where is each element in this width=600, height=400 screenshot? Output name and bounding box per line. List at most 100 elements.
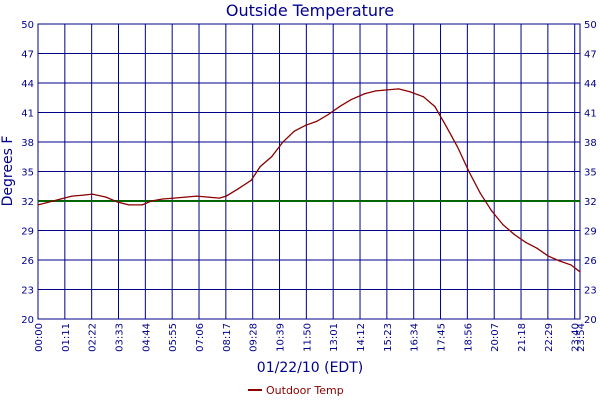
data-point [184,196,186,198]
x-tick-label: 09:28 [249,323,260,352]
data-point [225,195,227,197]
data-point [536,247,538,249]
y-tick-label: 35 [21,168,34,179]
data-point [282,141,284,143]
data-point [491,210,493,212]
y-tick-label-right: 41 [584,109,597,120]
x-tick-label: 15:23 [383,323,394,352]
y-tick-label: 23 [21,286,34,297]
y-tick-label-right: 50 [584,20,597,31]
y-tick-label: 50 [21,20,34,31]
data-point [350,99,352,101]
data-point [364,93,366,95]
legend: Outdoor Temp [248,384,344,397]
data-point [37,204,39,206]
data-point [445,125,447,127]
x-tick-label: 14:12 [356,323,367,352]
data-point [468,170,470,173]
y-tick-labels-left: 20 23 26 29 32 35 38 41 44 47 50 [21,20,34,326]
data-point [386,89,388,91]
y-tick-label-right: 44 [584,79,597,90]
data-point [409,91,411,93]
data-point [82,194,84,196]
x-tick-label: 22:29 [544,323,555,352]
data-point [150,200,152,202]
data-point [339,106,341,108]
y-tick-label-right: 29 [584,227,597,238]
data-point [456,146,459,148]
x-tick-labels: 00:00 01:11 02:22 03:33 04:44 05:55 07:06 08:17… [34,323,587,352]
y-tick-label: 29 [21,227,34,238]
y-tick-labels-right: 20 23 26 29 32 35 38 41 44 47 50 [584,20,597,326]
x-tick-label: 01:11 [61,323,72,352]
grid-lines [37,23,581,320]
x-tick-label: 02:22 [88,323,99,352]
data-point [327,113,329,116]
x-tick-label: 03:33 [115,323,126,352]
data-point [207,196,209,198]
x-tick-label: 23:54 [576,323,587,352]
data-point [91,193,93,195]
data-point [559,260,561,262]
data-point [316,120,318,122]
data-point [422,96,425,98]
data-point [502,224,504,226]
y-tick-label-right: 38 [584,138,597,149]
data-point [398,88,400,90]
y-tick-label: 47 [21,50,34,61]
data-point [259,166,261,168]
data-point [141,204,143,206]
data-point [60,198,62,200]
y-tick-label-right: 47 [584,50,597,61]
y-tick-label-right: 32 [584,197,597,208]
x-tick-label: 18:56 [463,323,474,352]
data-point [579,271,581,273]
data-point [271,156,273,158]
y-tick-label: 41 [21,109,34,120]
data-point [513,233,515,235]
y-tick-label: 20 [21,315,34,326]
y-tick-label-right: 20 [584,315,597,326]
data-point [547,255,549,257]
legend-label: Outdoor Temp [266,384,344,397]
x-tick-label: 16:34 [410,323,421,352]
x-tick-label: 17:45 [437,323,448,352]
data-point [237,188,239,190]
data-point [71,195,73,197]
data-point [218,197,220,199]
data-point [525,241,527,243]
data-point [128,204,130,206]
data-point [196,195,198,197]
data-point [48,201,50,203]
data-point [116,201,118,203]
data-point [375,90,377,92]
y-tick-label-right: 23 [584,286,597,297]
data-point [173,197,175,199]
y-tick-label: 32 [21,197,34,208]
y-tick-label: 44 [21,79,34,90]
y-tick-label-right: 35 [584,168,597,179]
x-tick-label: 00:00 [34,323,45,352]
data-point [293,130,295,132]
x-tick-label: 11:50 [302,323,313,352]
data-point [250,179,252,181]
y-tick-label: 38 [21,138,34,149]
y-tick-label-right: 26 [584,256,597,267]
data-point [162,198,164,200]
series-group [37,88,581,273]
data-point [434,106,436,108]
x-tick-label: 10:39 [276,323,287,352]
data-point [105,196,107,198]
x-tick-label: 13:01 [329,323,340,352]
x-tick-label: 04:44 [141,323,152,352]
data-point [479,192,481,194]
x-tick-label: 20:07 [490,323,501,352]
x-axis-label: 01/22/10 (EDT) [257,360,363,376]
y-axis-label: Degrees F [0,136,16,207]
chart-title: Outside Temperature [226,1,394,20]
x-tick-label: 05:55 [168,323,179,352]
x-tick-label: 08:17 [222,323,233,352]
x-tick-label: 23:40 [571,323,582,352]
x-tick-label: 07:06 [195,323,206,352]
